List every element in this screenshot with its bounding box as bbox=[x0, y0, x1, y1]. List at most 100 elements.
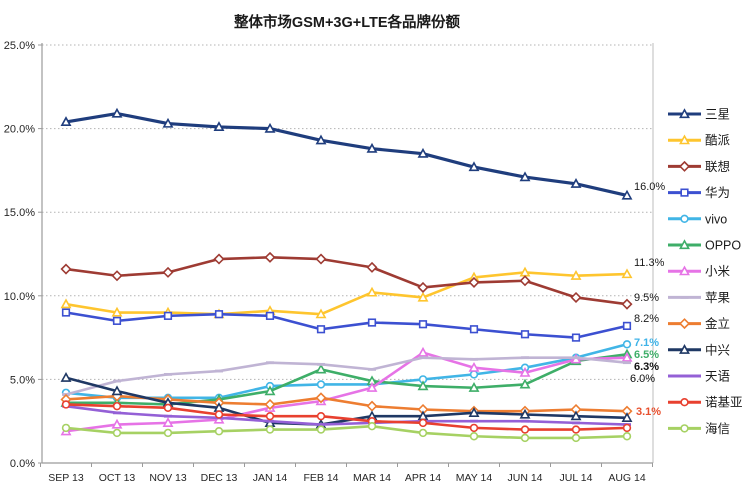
marker-xiaomi bbox=[111, 418, 123, 429]
marker-xiaomi bbox=[417, 346, 429, 357]
marker-samsung bbox=[519, 171, 531, 182]
x-tick-label: JUN 14 bbox=[507, 472, 542, 484]
legend-item-lenovo: 联想 bbox=[668, 159, 730, 174]
marker-oppo bbox=[417, 380, 429, 391]
axes bbox=[38, 43, 653, 467]
marker-lenovo bbox=[315, 253, 327, 265]
y-tick-label: 5.0% bbox=[10, 374, 35, 386]
series-lenovo bbox=[60, 251, 633, 310]
x-tick-label: JAN 14 bbox=[253, 472, 288, 484]
marker-ktouch bbox=[113, 411, 121, 415]
marker-gionee bbox=[366, 400, 378, 412]
legend-item-nokia: 诺基亚 bbox=[668, 396, 743, 410]
marker-nokia bbox=[265, 411, 275, 421]
marker-huawei bbox=[418, 320, 428, 329]
end-label-apple: 6.0% bbox=[630, 373, 655, 385]
legend-label-hisense: 海信 bbox=[705, 421, 730, 436]
marker-xiaomi bbox=[679, 265, 690, 276]
legend-item-samsung: 三星 bbox=[668, 108, 730, 122]
legend-item-coolpad: 酷派 bbox=[668, 134, 731, 148]
series-hisense bbox=[61, 422, 632, 443]
marker-ktouch bbox=[470, 419, 478, 423]
marker-samsung bbox=[315, 134, 327, 145]
marker-zte bbox=[519, 408, 531, 419]
marker-hisense bbox=[367, 422, 377, 431]
series-line-xiaomi bbox=[64, 351, 629, 433]
marker-nokia bbox=[622, 423, 632, 433]
marker-oppo bbox=[519, 378, 531, 389]
marker-huawei bbox=[680, 188, 689, 197]
legend-item-oppo: OPPO bbox=[668, 239, 741, 253]
x-tick-label: FEB 14 bbox=[303, 472, 338, 484]
marker-hisense bbox=[520, 433, 530, 443]
x-tick-label: MAR 14 bbox=[353, 472, 391, 484]
legend-label-zte: 中兴 bbox=[705, 342, 730, 357]
series-line-lenovo bbox=[64, 256, 629, 306]
marker-hisense bbox=[418, 428, 428, 438]
series-line-apple bbox=[64, 356, 629, 396]
marker-vivo bbox=[622, 340, 632, 349]
end-label-vivo: 7.1% bbox=[634, 337, 659, 349]
marker-hisense bbox=[469, 432, 479, 441]
marker-nokia bbox=[112, 401, 122, 411]
legend-item-vivo: vivo bbox=[668, 212, 727, 226]
x-tick-label: OCT 13 bbox=[99, 472, 136, 484]
marker-zte bbox=[468, 407, 480, 417]
marker-hisense bbox=[112, 428, 122, 438]
series-line-ktouch bbox=[64, 404, 629, 426]
marker-xiaomi bbox=[366, 382, 378, 392]
series-coolpad bbox=[60, 266, 633, 319]
marker-huawei bbox=[469, 325, 479, 334]
marker-vivo bbox=[680, 214, 689, 224]
marker-lenovo bbox=[621, 298, 633, 310]
marker-lenovo bbox=[111, 270, 123, 282]
gridlines bbox=[42, 43, 654, 463]
x-tick-label: JUL 14 bbox=[560, 472, 593, 484]
y-tick-label: 20.0% bbox=[4, 124, 35, 136]
marker-lenovo bbox=[519, 275, 531, 287]
marker-zte bbox=[111, 385, 123, 396]
end-labels: 16.0% 11.3% 9.5% 8.2% 7.1%6.5%6.3%6.0% 3.1% bbox=[630, 181, 665, 418]
x-tick-label: AUG 14 bbox=[608, 472, 646, 484]
marker-huawei bbox=[571, 333, 581, 342]
marker-zte bbox=[621, 412, 633, 422]
marker-nokia bbox=[163, 403, 173, 413]
marker-coolpad bbox=[315, 308, 327, 319]
end-label-coolpad: 11.3% bbox=[634, 257, 665, 269]
legend-label-xiaomi: 小米 bbox=[705, 265, 731, 279]
end-label-lenovo: 9.5% bbox=[634, 292, 659, 304]
series-line-coolpad bbox=[64, 271, 629, 316]
series-layer bbox=[60, 107, 633, 443]
marker-samsung bbox=[417, 147, 429, 158]
legend-label-vivo: vivo bbox=[705, 212, 727, 226]
marker-coolpad bbox=[621, 268, 633, 279]
marker-nokia bbox=[469, 423, 479, 433]
end-label-samsung: 16.0% bbox=[634, 181, 665, 193]
marker-apple bbox=[266, 361, 274, 365]
y-tick-label: 10.0% bbox=[4, 291, 35, 303]
end-label-oppo: 6.5% bbox=[634, 349, 659, 361]
marker-samsung bbox=[264, 122, 276, 133]
marker-xiaomi bbox=[621, 351, 633, 362]
series-huawei bbox=[61, 308, 632, 342]
end-label-xiaomi: 6.3% bbox=[634, 361, 659, 373]
legend-label-lenovo: 联想 bbox=[705, 159, 730, 174]
marker-lenovo bbox=[678, 160, 691, 172]
series-line-vivo bbox=[64, 342, 629, 400]
series-nokia bbox=[61, 400, 632, 434]
marker-nokia bbox=[520, 425, 530, 434]
marker-oppo bbox=[679, 239, 690, 250]
marker-vivo bbox=[316, 380, 326, 389]
marker-lenovo bbox=[468, 276, 480, 288]
marker-hisense bbox=[214, 427, 224, 436]
marker-huawei bbox=[61, 308, 71, 317]
marker-nokia bbox=[61, 400, 71, 409]
marker-nokia bbox=[571, 425, 581, 434]
legend-label-coolpad: 酷派 bbox=[705, 134, 731, 148]
marker-ktouch bbox=[521, 419, 529, 423]
marker-nokia bbox=[680, 398, 689, 407]
legend-item-huawei: 华为 bbox=[668, 185, 730, 200]
